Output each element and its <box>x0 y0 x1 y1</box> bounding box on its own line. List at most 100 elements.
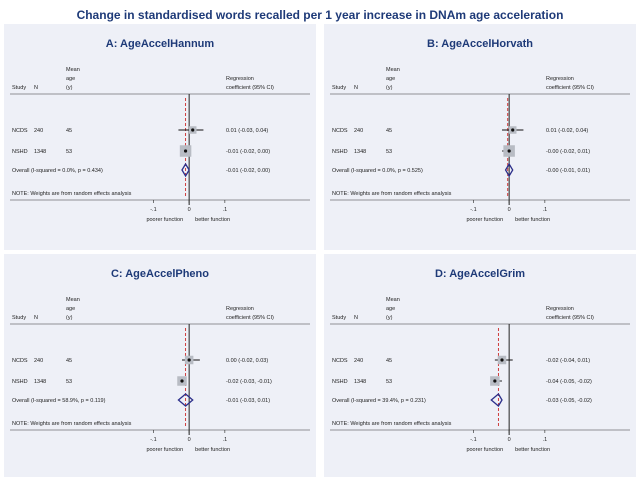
overall-diamond <box>504 162 514 178</box>
study-n: 240 <box>354 358 363 364</box>
x-tick-label: 0 <box>508 437 511 443</box>
header-coefficient: Regression <box>546 76 574 82</box>
x-caption-right: better function <box>515 217 550 223</box>
x-tick-label: -.1 <box>150 207 156 213</box>
study-age: 53 <box>386 149 392 155</box>
header-mean-age: (y) <box>386 85 393 91</box>
overall-estimate-label: -0.01 (-0.03, 0.01) <box>226 398 270 404</box>
study-n: 240 <box>34 128 43 134</box>
study-name: NSHD <box>12 149 28 155</box>
weights-note: NOTE: Weights are from random effects an… <box>332 421 452 427</box>
header-mean-age: age <box>386 76 395 82</box>
study-age: 45 <box>66 358 72 364</box>
panel-background-d <box>324 254 636 477</box>
header-study: Study <box>12 315 26 321</box>
study-n: 1348 <box>34 149 46 155</box>
header-mean-age: (y) <box>386 315 393 321</box>
panel-title-c: C: AgeAccelPheno <box>111 268 209 280</box>
x-tick-label: -.1 <box>470 207 476 213</box>
point-estimate <box>183 149 188 153</box>
header-mean-age: age <box>66 76 75 82</box>
overall-diamond <box>177 393 194 407</box>
x-tick-label: -.1 <box>150 437 156 443</box>
header-study: Study <box>332 315 346 321</box>
study-n: 1348 <box>354 379 366 385</box>
estimate-label: 0.01 (-0.03, 0.04) <box>226 128 268 134</box>
point-estimate <box>191 128 195 132</box>
estimate-label: 0.01 (-0.02, 0.04) <box>546 128 588 134</box>
forest-plot-a: A: AgeAccelHannum Study N Mean age (y) Regress… <box>10 38 310 223</box>
x-tick-label: 0 <box>188 437 191 443</box>
study-age: 53 <box>386 379 392 385</box>
study-n: 240 <box>354 128 363 134</box>
x-caption-right: better function <box>515 447 550 453</box>
point-estimate <box>507 149 511 153</box>
point-estimate <box>180 379 184 383</box>
estimate-label: 0.00 (-0.02, 0.03) <box>226 358 268 364</box>
figure-title: Change in standardised words recalled pe… <box>76 8 564 22</box>
header-n: N <box>34 315 38 321</box>
header-n: N <box>34 85 38 91</box>
overall-estimate-label: -0.03 (-0.05, -0.02) <box>546 398 592 404</box>
header-mean-age: Mean <box>386 67 400 73</box>
x-tick-label: .1 <box>223 207 228 213</box>
header-coefficient: coefficient (95% CI) <box>546 315 594 321</box>
x-tick-label: .1 <box>543 437 548 443</box>
estimate-label: -0.00 (-0.02, 0.01) <box>546 149 590 155</box>
estimate-label: -0.02 (-0.04, 0.01) <box>546 358 590 364</box>
header-coefficient: coefficient (95% CI) <box>546 85 594 91</box>
study-name: NCDS <box>332 128 348 134</box>
forest-plot-b: B: AgeAccelHorvath Study N Mean age (y) Regres… <box>330 38 630 223</box>
header-coefficient: Regression <box>226 76 254 82</box>
point-estimate <box>187 358 191 362</box>
point-estimate <box>500 358 504 362</box>
x-caption-left: poorer function <box>146 217 183 223</box>
header-n: N <box>354 85 358 91</box>
x-tick-label: 0 <box>508 207 511 213</box>
x-caption-left: poorer function <box>146 447 183 453</box>
panel-background-a <box>4 24 316 250</box>
x-caption-right: better function <box>195 447 230 453</box>
panel-background-c <box>4 254 316 477</box>
overall-label: Overall (I-squared = 58.9%, p = 0.119) <box>12 398 106 404</box>
overall-estimate-label: -0.00 (-0.01, 0.01) <box>546 168 590 174</box>
overall-label: Overall (I-squared = 0.0%, p = 0.434) <box>12 168 103 174</box>
weights-note: NOTE: Weights are from random effects an… <box>332 191 452 197</box>
header-mean-age: (y) <box>66 85 73 91</box>
study-n: 1348 <box>354 149 366 155</box>
header-coefficient: Regression <box>226 306 254 312</box>
study-name: NCDS <box>12 358 28 364</box>
overall-label: Overall (I-squared = 0.0%, p = 0.525) <box>332 168 423 174</box>
x-tick-label: .1 <box>543 207 548 213</box>
panel-title-b: B: AgeAccelHorvath <box>427 38 533 50</box>
header-coefficient: coefficient (95% CI) <box>226 315 274 321</box>
forest-plot-c: C: AgeAccelPheno Study N Mean age (y) Regressi… <box>10 268 310 453</box>
panel-background-b <box>324 24 636 250</box>
x-caption-right: better function <box>195 217 230 223</box>
header-study: Study <box>12 85 26 91</box>
overall-label: Overall (I-squared = 39.4%, p = 0.231) <box>332 398 426 404</box>
x-caption-left: poorer function <box>466 217 503 223</box>
header-mean-age: age <box>66 306 75 312</box>
panel-title-d: D: AgeAccelGrim <box>435 268 525 280</box>
header-study: Study <box>332 85 346 91</box>
study-name: NCDS <box>332 358 348 364</box>
weights-note: NOTE: Weights are from random effects an… <box>12 421 132 427</box>
forest-plot-d: D: AgeAccelGrim Study N Mean age (y) Regressio… <box>330 268 630 453</box>
estimate-label: -0.01 (-0.02, 0.00) <box>226 149 270 155</box>
study-age: 53 <box>66 149 72 155</box>
study-name: NCDS <box>12 128 28 134</box>
estimate-label: -0.04 (-0.05, -0.02) <box>546 379 592 385</box>
overall-diamond <box>181 162 190 178</box>
header-mean-age: (y) <box>66 315 73 321</box>
study-age: 45 <box>386 128 392 134</box>
header-coefficient: coefficient (95% CI) <box>226 85 274 91</box>
study-name: NSHD <box>332 149 348 155</box>
weights-note: NOTE: Weights are from random effects an… <box>12 191 132 197</box>
overall-diamond <box>490 393 503 407</box>
x-tick-label: 0 <box>188 207 191 213</box>
point-estimate <box>511 128 515 132</box>
header-mean-age: Mean <box>66 297 80 303</box>
x-caption-left: poorer function <box>466 447 503 453</box>
point-estimate <box>493 379 497 383</box>
